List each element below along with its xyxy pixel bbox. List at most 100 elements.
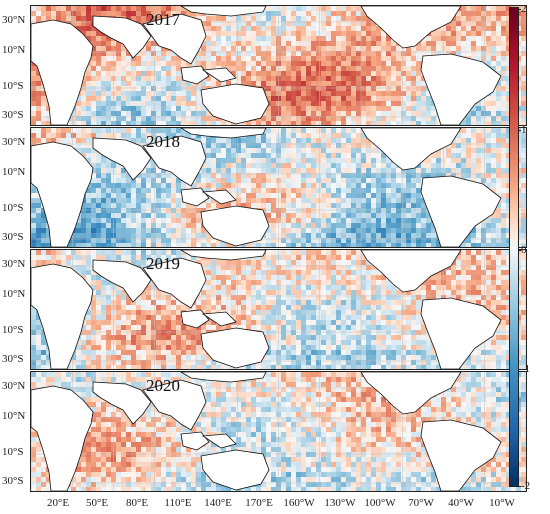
anomaly-cell: [341, 243, 346, 247]
anomaly-cell: [256, 76, 261, 81]
anomaly-cell: [86, 128, 91, 133]
anomaly-cell: [161, 76, 166, 81]
anomaly-cell: [266, 203, 271, 208]
anomaly-cell: [66, 6, 71, 11]
anomaly-cell: [106, 71, 111, 76]
anomaly-cell: [471, 106, 476, 111]
anomaly-cell: [476, 31, 481, 36]
anomaly-cell: [81, 91, 86, 96]
anomaly-cell: [201, 16, 206, 21]
anomaly-cell: [141, 96, 146, 101]
anomaly-cell: [491, 178, 496, 183]
anomaly-cell: [106, 91, 111, 96]
anomaly-cell: [266, 148, 271, 153]
anomaly-cell: [386, 238, 391, 243]
anomaly-cell: [311, 168, 316, 173]
anomaly-cell: [176, 198, 181, 203]
anomaly-cell: [81, 203, 86, 208]
anomaly-cell: [406, 243, 411, 247]
anomaly-cell: [406, 233, 411, 238]
anomaly-cell: [106, 6, 111, 11]
anomaly-cell: [271, 31, 276, 36]
anomaly-cell: [346, 173, 351, 178]
anomaly-cell: [311, 173, 316, 178]
anomaly-cell: [166, 106, 171, 111]
anomaly-cell: [371, 243, 376, 247]
anomaly-cell: [391, 81, 396, 86]
anomaly-cell: [71, 255, 76, 260]
anomaly-cell: [401, 188, 406, 193]
anomaly-cell: [366, 16, 371, 21]
anomaly-cell: [76, 250, 81, 255]
anomaly-cell: [81, 143, 86, 148]
anomaly-cell: [521, 21, 526, 26]
anomaly-cell: [351, 255, 356, 260]
anomaly-cell: [501, 6, 506, 11]
anomaly-cell: [361, 228, 366, 233]
anomaly-cell: [396, 183, 401, 188]
anomaly-cell: [351, 198, 356, 203]
anomaly-cell: [361, 208, 366, 213]
anomaly-cell: [246, 203, 251, 208]
anomaly-cell: [476, 46, 481, 51]
anomaly-cell: [396, 66, 401, 71]
anomaly-cell: [506, 158, 511, 163]
anomaly-cell: [166, 91, 171, 96]
anomaly-cell: [101, 133, 106, 138]
anomaly-cell: [331, 188, 336, 193]
anomaly-cell: [241, 148, 246, 153]
anomaly-cell: [466, 233, 471, 238]
anomaly-cell: [106, 163, 111, 168]
anomaly-cell: [131, 203, 136, 208]
anomaly-cell: [326, 238, 331, 243]
anomaly-cell: [436, 46, 441, 51]
anomaly-cell: [86, 223, 91, 228]
anomaly-cell: [266, 250, 271, 255]
anomaly-cell: [356, 255, 361, 260]
anomaly-cell: [461, 11, 466, 16]
anomaly-cell: [331, 11, 336, 16]
anomaly-cell: [301, 250, 306, 255]
anomaly-cell: [476, 16, 481, 21]
anomaly-cell: [491, 21, 496, 26]
anomaly-cell: [261, 71, 266, 76]
anomaly-cell: [176, 250, 181, 255]
anomaly-cell: [411, 233, 416, 238]
anomaly-cell: [301, 36, 306, 41]
anomaly-cell: [481, 143, 486, 148]
anomaly-cell: [321, 106, 326, 111]
anomaly-cell: [286, 255, 291, 260]
anomaly-cell: [166, 228, 171, 233]
anomaly-cell: [46, 16, 51, 21]
anomaly-cell: [101, 76, 106, 81]
anomaly-cell: [376, 96, 381, 101]
anomaly-cell: [521, 111, 526, 116]
anomaly-cell: [131, 6, 136, 11]
anomaly-cell: [401, 91, 406, 96]
anomaly-cell: [206, 121, 211, 125]
anomaly-cell: [261, 31, 266, 36]
anomaly-cell: [31, 213, 36, 218]
anomaly-cell: [41, 138, 46, 143]
anomaly-cell: [321, 6, 326, 11]
anomaly-cell: [341, 133, 346, 138]
anomaly-cell: [496, 238, 501, 243]
anomaly-cell: [221, 168, 226, 173]
anomaly-cell: [521, 51, 526, 56]
anomaly-cell: [121, 218, 126, 223]
anomaly-cell: [431, 223, 436, 228]
anomaly-cell: [371, 86, 376, 91]
anomaly-cell: [126, 173, 131, 178]
anomaly-cell: [501, 116, 506, 121]
anomaly-cell: [461, 250, 466, 255]
anomaly-cell: [166, 178, 171, 183]
anomaly-cell: [506, 128, 511, 133]
anomaly-cell: [251, 243, 256, 247]
anomaly-cell: [296, 255, 301, 260]
anomaly-cell: [326, 56, 331, 61]
anomaly-cell: [381, 183, 386, 188]
anomaly-cell: [336, 21, 341, 26]
anomaly-cell: [116, 71, 121, 76]
anomaly-cell: [496, 106, 501, 111]
anomaly-cell: [206, 178, 211, 183]
